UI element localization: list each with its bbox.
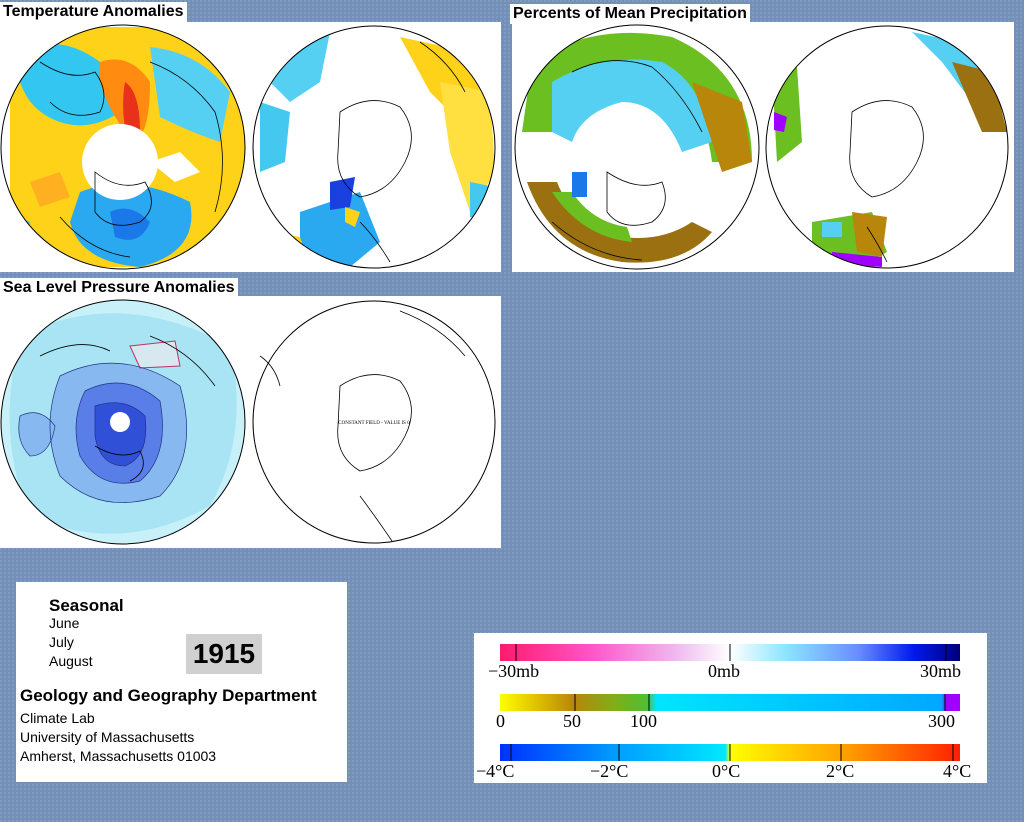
- temperature-panel: [0, 22, 501, 272]
- university-name: University of Massachusetts: [20, 729, 195, 745]
- color-legend: −30mb 0mb 30mb 0 50 100 300 −4°C −2°C 0°…: [474, 633, 987, 783]
- temperature-south-hemisphere: [253, 26, 495, 268]
- lab-name: Climate Lab: [20, 710, 95, 726]
- coastlines: [39, 61, 223, 258]
- precip-50-label: 50: [563, 711, 581, 731]
- isobars: [18, 362, 188, 503]
- department-name: Geology and Geography Department: [20, 686, 317, 705]
- temp-4-label: 4°C: [943, 761, 972, 781]
- temp-minus4-label: −4°C: [476, 761, 515, 781]
- season-heading: Seasonal: [49, 596, 124, 615]
- precipitation-title: Percents of Mean Precipitation: [510, 4, 750, 24]
- slp-title: Sea Level Pressure Anomalies: [0, 278, 238, 298]
- temp-0-label: 0°C: [712, 761, 741, 781]
- month-august: August: [49, 653, 93, 669]
- precipitation-panel: [512, 22, 1014, 272]
- pressure-max-label: 30mb: [920, 661, 962, 681]
- pressure-min-label: −30mb: [488, 661, 540, 681]
- precipitation-north-hemisphere: [515, 25, 759, 269]
- temp-minus2-label: −2°C: [590, 761, 629, 781]
- slp-north-hemisphere: [1, 300, 245, 544]
- temperature-north-hemisphere: [1, 25, 245, 269]
- slp-panel: CONSTANT FIELD - VALUE IS 0: [0, 296, 501, 548]
- temperature-title: Temperature Anomalies: [0, 2, 187, 22]
- legend-bars: [500, 644, 960, 761]
- slp-maps: CONSTANT FIELD - VALUE IS 0: [0, 299, 496, 545]
- precipitation-maps: [514, 24, 1009, 270]
- year-label: 1915: [186, 634, 262, 674]
- pressure-mid-label: 0mb: [708, 661, 741, 681]
- precip-300-label: 300: [928, 711, 955, 731]
- month-july: July: [49, 634, 74, 650]
- temperature-maps: [0, 24, 496, 270]
- temp-2-label: 2°C: [826, 761, 855, 781]
- month-june: June: [49, 615, 80, 631]
- precipitation-colorbar: [500, 694, 960, 711]
- precip-100-label: 100: [630, 711, 657, 731]
- address: Amherst, Massachusetts 01003: [20, 748, 217, 764]
- precip-0-label: 0: [496, 711, 505, 731]
- constant-field-note: CONSTANT FIELD - VALUE IS 0: [338, 421, 410, 426]
- info-box: Seasonal June July August 1915 Geology a…: [16, 582, 347, 782]
